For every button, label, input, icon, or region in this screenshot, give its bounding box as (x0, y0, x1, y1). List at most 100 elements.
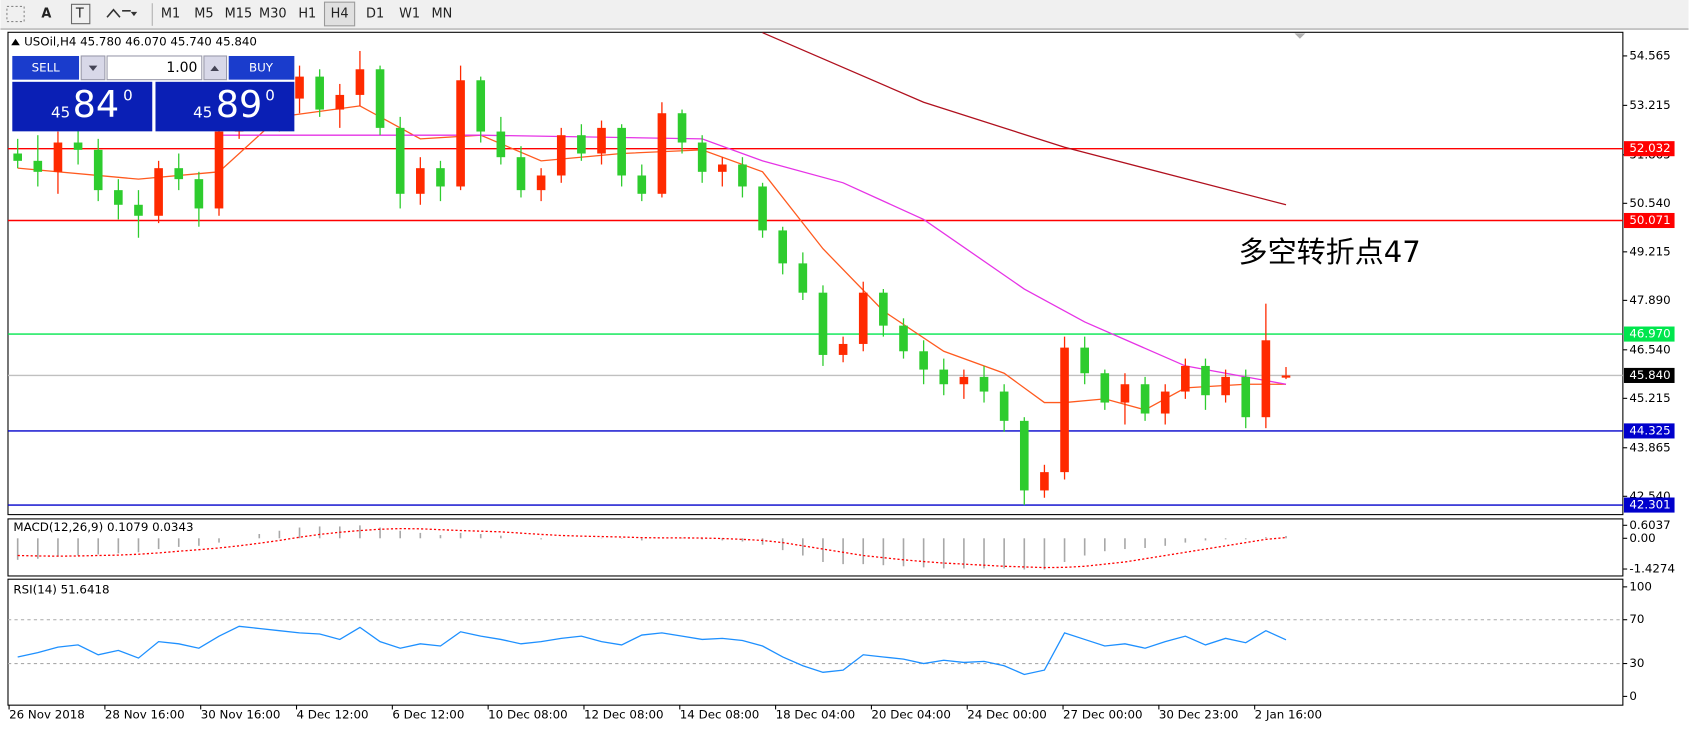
timeframe-button[interactable]: M30 (259, 6, 287, 21)
candle-body (818, 292, 828, 355)
timeframe-button[interactable]: D1 (366, 6, 384, 21)
x-tick-label: 24 Dec 00:00 (967, 707, 1047, 721)
candle-body (194, 179, 204, 209)
buy-big-figure: 45 (193, 104, 212, 122)
candle-body (637, 175, 647, 194)
candle-body (456, 80, 465, 187)
candle-body (758, 186, 767, 231)
level-tag (1623, 326, 1675, 342)
candle-body (93, 149, 103, 191)
timeframe-button[interactable]: H4 (331, 6, 349, 21)
candle-body (496, 131, 506, 158)
level-tag (1623, 141, 1675, 157)
y-tick-label: 46.540 (1629, 342, 1670, 356)
moving-average (762, 32, 1287, 206)
candle-body (355, 69, 365, 95)
trade-panel: SELL 1.00 BUY 45 84 0 45 89 0 (12, 55, 295, 132)
rsi-title: RSI(14) 51.6418 (13, 582, 109, 596)
candle-body (677, 113, 687, 143)
crosshair-icon[interactable] (6, 5, 25, 23)
macd-title: MACD(12,26,9) 0.1079 0.0343 (13, 520, 193, 534)
candle-body (536, 175, 546, 191)
candle-body (154, 168, 163, 216)
candle-body (1241, 376, 1251, 418)
x-tick-label: 26 Nov 2018 (9, 707, 85, 721)
level-label: 46.970 (1629, 327, 1670, 341)
timeframe-button[interactable]: H1 (298, 6, 316, 21)
y-tick-label: 0.6037 (1629, 518, 1670, 532)
toolbar: A T M1 M5 M15 M30 H1 H4 D1 W1 MN (0, 0, 1689, 30)
lots-value[interactable]: 1.00 (166, 60, 197, 76)
y-tick-label: 70 (1629, 612, 1644, 626)
candle-body (1160, 391, 1170, 414)
macd-signal (17, 527, 1287, 569)
candle-body (979, 376, 989, 392)
buy-button[interactable] (228, 55, 295, 80)
y-tick-label: 53.215 (1629, 98, 1670, 112)
x-tick-label: 14 Dec 08:00 (680, 707, 760, 721)
candle-body (597, 127, 606, 154)
candle-body (999, 391, 1009, 421)
sell-label[interactable]: SELL (32, 60, 61, 74)
candle-body (1261, 340, 1271, 418)
buy-pips: 89 (216, 83, 263, 126)
toolbar-background (0, 0, 1689, 30)
label-tool[interactable]: T (75, 6, 84, 21)
level-label: 44.325 (1629, 423, 1670, 437)
timeframe-button[interactable]: M1 (161, 6, 180, 21)
timeframe-button[interactable]: W1 (399, 6, 420, 21)
y-tick-label: -1.4274 (1629, 562, 1675, 576)
candle-body (1120, 384, 1130, 403)
lots-input[interactable] (106, 55, 203, 81)
level-tag (1623, 423, 1675, 439)
candle-body (778, 230, 788, 264)
buy-label[interactable]: BUY (249, 60, 274, 74)
candle-body (436, 168, 445, 187)
candle-body (959, 376, 969, 385)
y-tick-label: 100 (1629, 579, 1652, 593)
candle-body (1080, 347, 1089, 374)
x-tick-label: 27 Dec 00:00 (1063, 707, 1143, 721)
candle-body (416, 168, 425, 194)
x-tick-label: 2 Jan 16:00 (1255, 707, 1322, 721)
level-label: 52.032 (1629, 141, 1670, 155)
x-tick-label: 4 Dec 12:00 (297, 707, 369, 721)
sell-button[interactable] (12, 55, 80, 80)
shift-marker (1294, 33, 1306, 39)
candle-body (899, 325, 908, 352)
candle-body (798, 263, 808, 293)
candle-body (657, 113, 667, 194)
candle-body (1040, 472, 1049, 491)
candle-body (375, 69, 385, 128)
x-tick-label: 10 Dec 08:00 (488, 707, 568, 721)
buy-price-box[interactable] (155, 81, 295, 132)
shapes-tool[interactable] (106, 8, 131, 18)
main-chart: 54.56553.21551.86550.54049.21547.89046.5… (7, 32, 1675, 513)
sell-price-box[interactable] (12, 81, 153, 132)
shapes-dropdown[interactable] (130, 11, 138, 17)
candle-body (214, 131, 224, 209)
candle-body (335, 94, 345, 110)
timeframe-button[interactable]: MN (431, 6, 452, 21)
timeframe-button[interactable]: M5 (194, 6, 213, 21)
y-tick-label: 0 (1629, 689, 1637, 703)
level-tag (1623, 212, 1675, 229)
x-tick-label: 20 Dec 04:00 (871, 707, 951, 721)
rsi-frame (7, 578, 1624, 706)
y-tick-label: 43.865 (1629, 440, 1670, 454)
y-tick-label: 45.215 (1629, 391, 1670, 405)
y-tick-label: 47.890 (1629, 293, 1670, 307)
candle-body (697, 142, 707, 172)
text-tool[interactable]: A (41, 6, 51, 21)
y-tick-label: 0.00 (1629, 531, 1655, 545)
candle-body (73, 142, 83, 150)
annotation: 多空转折点47 (1239, 235, 1421, 269)
candle-body (939, 369, 949, 385)
sell-big-figure: 45 (51, 104, 70, 122)
timeframe-button[interactable]: M15 (225, 6, 253, 21)
x-tick-label: 28 Nov 16:00 (105, 707, 185, 721)
sell-fraction: 0 (123, 86, 133, 104)
candle-body (395, 127, 405, 194)
